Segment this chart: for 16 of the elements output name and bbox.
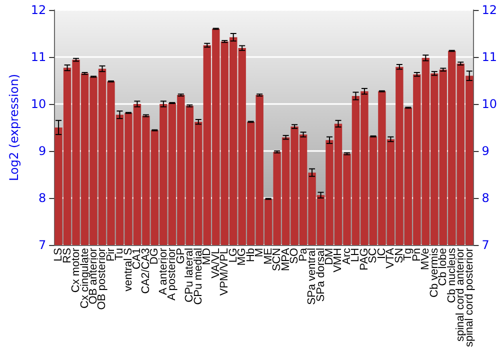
y2-tick-label: 10 — [482, 96, 498, 111]
y-tick-label: 7 — [38, 238, 46, 252]
y-tick-label: 10 — [30, 96, 46, 111]
y2-tick-label: 9 — [482, 144, 490, 158]
y2-tick-label: 11 — [482, 50, 498, 64]
y2-tick-label: 8 — [482, 190, 490, 205]
y2-tick-label: 7 — [482, 238, 490, 252]
x-tick-label: Tg — [402, 248, 414, 261]
y-axis-title: Log2 (expression) — [7, 74, 21, 181]
y2-tick-label: 12 — [482, 3, 498, 17]
y-tick-label: 9 — [38, 144, 46, 158]
x-tick-label: spinal cord posterior — [463, 248, 476, 348]
y-tick-label: 12 — [30, 3, 46, 17]
y-tick-label: 11 — [30, 50, 46, 64]
x-tick-label: A posterior — [166, 248, 178, 301]
y-tick-label: 8 — [38, 190, 46, 205]
